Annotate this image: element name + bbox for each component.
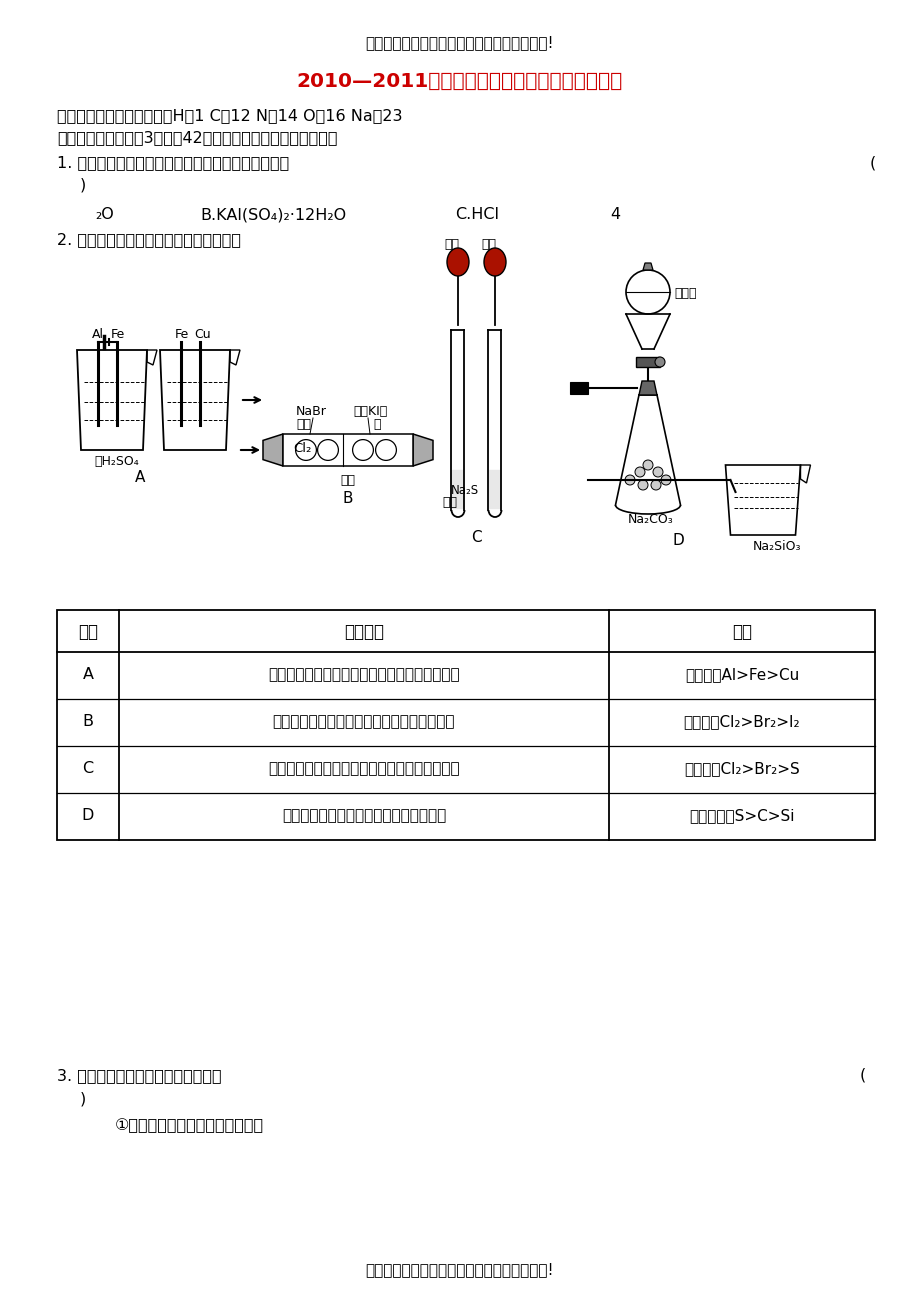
Text: A: A xyxy=(135,470,145,486)
Text: 稀硫酸: 稀硫酸 xyxy=(674,286,696,299)
Circle shape xyxy=(654,357,664,367)
Text: (: ( xyxy=(859,1068,866,1083)
Circle shape xyxy=(652,467,663,477)
Text: C: C xyxy=(471,530,481,546)
Polygon shape xyxy=(639,381,656,395)
Circle shape xyxy=(634,467,644,477)
Text: 液: 液 xyxy=(372,418,380,431)
Text: 溶液: 溶液 xyxy=(296,418,311,431)
Text: Na₂S: Na₂S xyxy=(450,484,479,497)
Text: (: ( xyxy=(869,155,875,171)
Circle shape xyxy=(642,460,652,470)
Text: 3. 下列有关实验的叙述中，正确的是: 3. 下列有关实验的叙述中，正确的是 xyxy=(57,1068,221,1083)
Text: Cl₂: Cl₂ xyxy=(292,441,311,454)
Text: B.KAl(SO₄)₂·12H₂O: B.KAl(SO₄)₂·12H₂O xyxy=(199,207,346,223)
Text: 左边溶液产生黄色沉淠，右边溶液产生黄色沉淠: 左边溶液产生黄色沉淠，右边溶液产生黄色沉淠 xyxy=(268,760,460,776)
Text: ₂O: ₂O xyxy=(95,207,114,223)
Polygon shape xyxy=(642,263,652,270)
Text: 氧化性：Cl₂>Br₂>S: 氧化性：Cl₂>Br₂>S xyxy=(684,760,799,776)
Text: 实验: 实验 xyxy=(78,622,98,641)
Text: 棉球: 棉球 xyxy=(340,474,355,487)
Text: 氯水: 氯水 xyxy=(444,238,459,251)
Polygon shape xyxy=(263,434,283,466)
Text: 2010—2011学年度上期高三第三次考试化学试题: 2010—2011学年度上期高三第三次考试化学试题 xyxy=(297,72,622,91)
Text: 2. 根据下列实验现象，所得结论正确的是: 2. 根据下列实验现象，所得结论正确的是 xyxy=(57,232,241,247)
Text: ): ) xyxy=(80,1092,86,1107)
Text: B: B xyxy=(83,713,94,729)
Text: 活动性：Al>Fe>Cu: 活动性：Al>Fe>Cu xyxy=(684,667,799,682)
Text: 锥形瓶中有气体产生，烧杯中溶液变浑浊: 锥形瓶中有气体产生，烧杯中溶液变浑浊 xyxy=(281,809,446,823)
Text: D: D xyxy=(672,533,683,548)
Text: 感谢阅读本文档，希望本文档能对您有所帮助!: 感谢阅读本文档，希望本文档能对您有所帮助! xyxy=(366,1262,553,1277)
Circle shape xyxy=(375,440,396,461)
Text: A: A xyxy=(83,667,94,682)
Text: 稀H₂SO₄: 稀H₂SO₄ xyxy=(94,454,139,467)
Text: Na₂SiO₃: Na₂SiO₃ xyxy=(752,540,800,553)
Bar xyxy=(635,357,659,367)
Text: B: B xyxy=(343,491,353,506)
Circle shape xyxy=(624,475,634,486)
Polygon shape xyxy=(413,434,433,466)
Text: NaBr: NaBr xyxy=(296,405,326,418)
Text: 可能用到的相对原子质量：H：1 C：12 N：14 O：16 Na：23: 可能用到的相对原子质量：H：1 C：12 N：14 O：16 Na：23 xyxy=(57,108,403,122)
Text: Fe: Fe xyxy=(175,328,189,341)
Text: Al: Al xyxy=(92,328,104,341)
Text: ①用湿润的蓝色石蕊试纸检验氨气: ①用湿润的蓝色石蕊试纸检验氨气 xyxy=(115,1118,264,1133)
Bar xyxy=(570,381,588,395)
Text: 欢迎阅读本文档，希望本文档能对您有所帮助!: 欢迎阅读本文档，希望本文档能对您有所帮助! xyxy=(366,35,553,49)
Text: Cu: Cu xyxy=(194,328,210,341)
Text: 一、选择题（每小题3分，全42分，每小题只有一个正确选项）: 一、选择题（每小题3分，全42分，每小题只有一个正确选项） xyxy=(57,130,337,145)
Text: 溴水: 溴水 xyxy=(481,238,495,251)
Ellipse shape xyxy=(447,247,469,276)
Text: 淀粉KI溶: 淀粉KI溶 xyxy=(353,405,387,418)
Text: 左边棉花团变为橙黄色，右边棉花团变为蓝色: 左边棉花团变为橙黄色，右边棉花团变为蓝色 xyxy=(272,713,455,729)
Text: Fe: Fe xyxy=(111,328,125,341)
Bar xyxy=(283,434,413,466)
Text: C.HCl: C.HCl xyxy=(455,207,498,223)
Text: ): ) xyxy=(80,178,86,193)
Text: C: C xyxy=(83,760,94,776)
Text: 结论: 结论 xyxy=(732,622,751,641)
Bar xyxy=(57,611,874,840)
Circle shape xyxy=(637,480,647,490)
Text: Na₂CO₃: Na₂CO₃ xyxy=(628,513,673,526)
Text: 4: 4 xyxy=(609,207,619,223)
Ellipse shape xyxy=(483,247,505,276)
Circle shape xyxy=(317,440,338,461)
Text: D: D xyxy=(82,809,94,823)
Text: 1. 下列物质中，属于电解质，但在液态时不导电的是: 1. 下列物质中，属于电解质，但在液态时不导电的是 xyxy=(57,155,289,171)
Text: 非金属性：S>C>Si: 非金属性：S>C>Si xyxy=(688,809,794,823)
Circle shape xyxy=(352,440,373,461)
Circle shape xyxy=(660,475,670,486)
Text: 溶液: 溶液 xyxy=(441,496,457,509)
Circle shape xyxy=(651,480,660,490)
Text: 实验现象: 实验现象 xyxy=(344,622,383,641)
Circle shape xyxy=(295,440,316,461)
Text: 氧化性：Cl₂>Br₂>I₂: 氧化性：Cl₂>Br₂>I₂ xyxy=(683,713,800,729)
Text: 左烧杯中铁表面有气泡，右烧杯中铜表面有气泡: 左烧杯中铁表面有气泡，右烧杯中铜表面有气泡 xyxy=(268,667,460,682)
